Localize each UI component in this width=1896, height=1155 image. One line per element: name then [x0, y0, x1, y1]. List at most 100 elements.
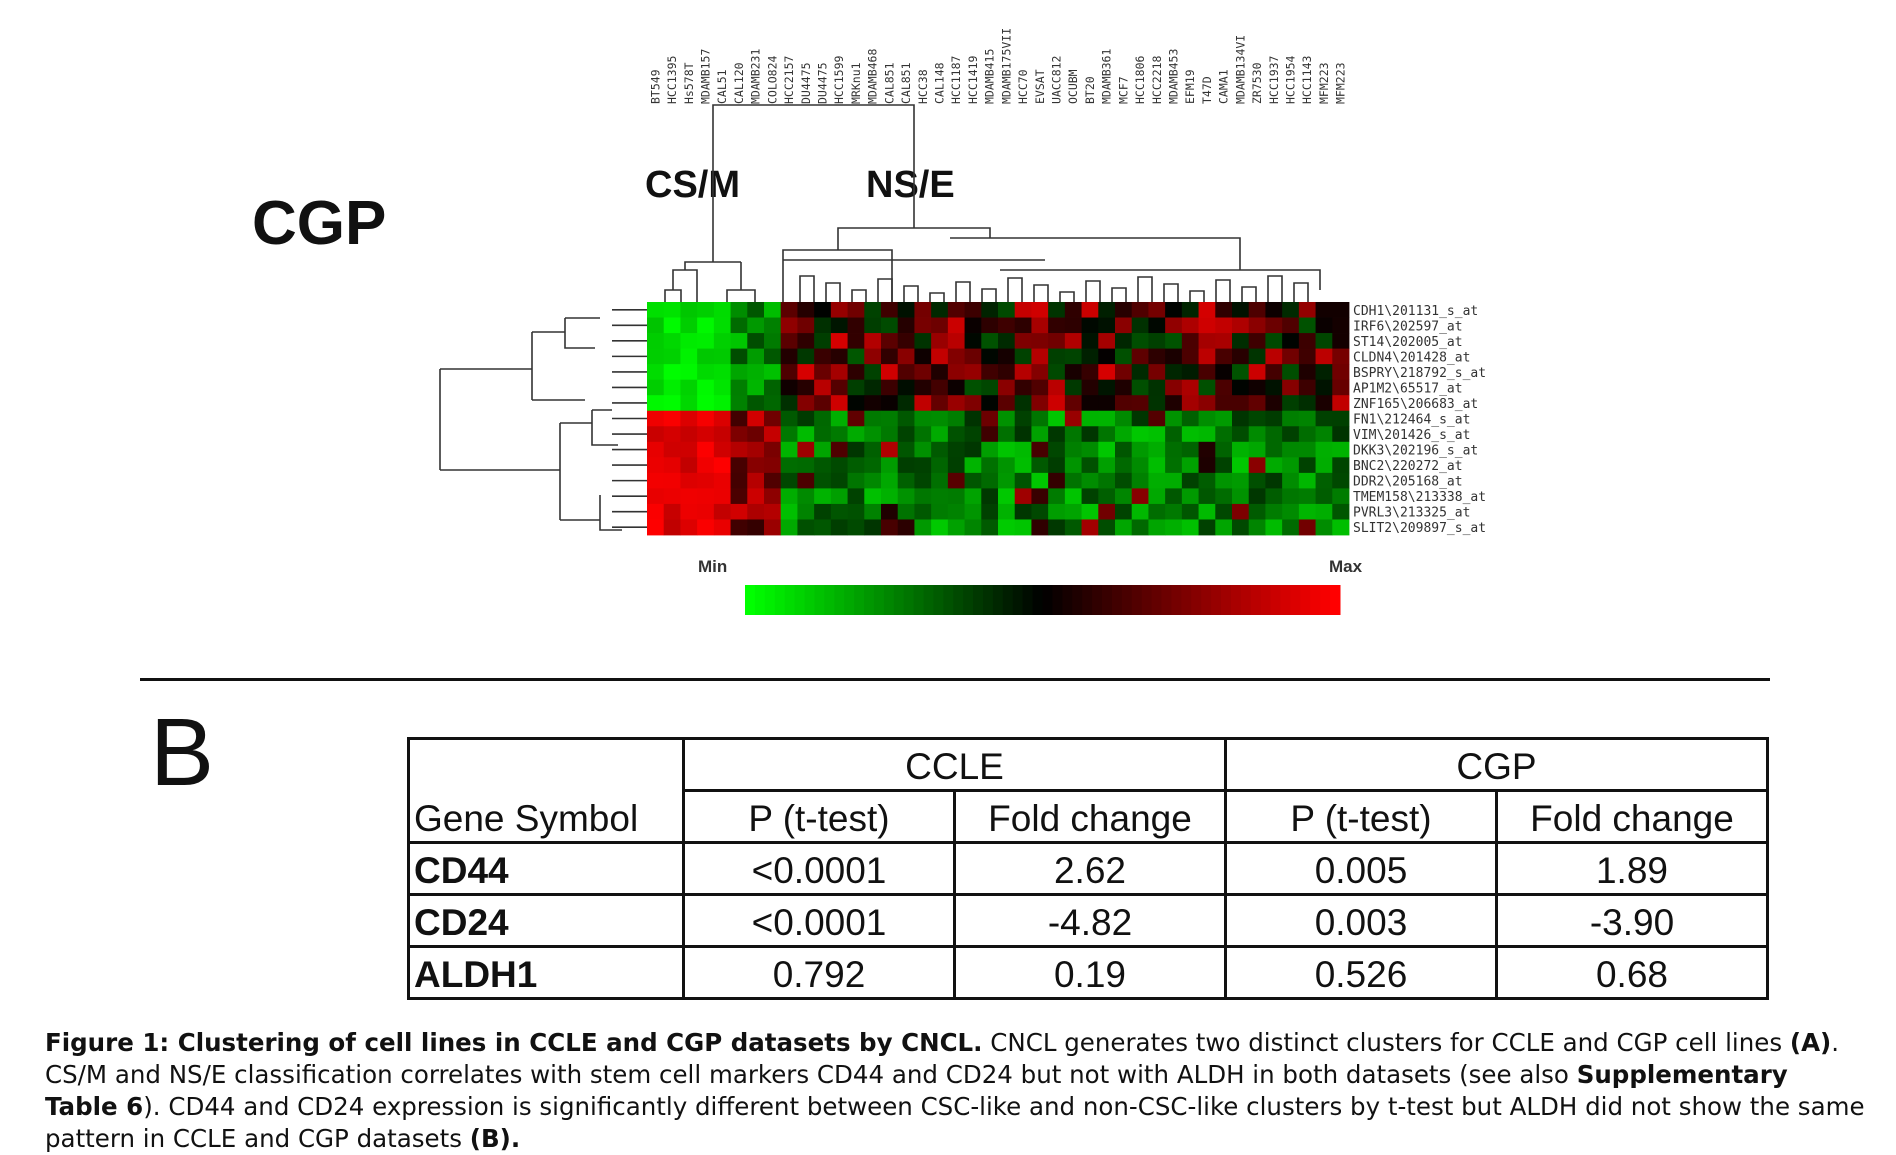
heatmap-cell	[1131, 457, 1149, 474]
heatmap-cell	[1048, 317, 1066, 334]
heatmap-cell	[947, 348, 965, 365]
heatmap-cell	[1031, 472, 1049, 489]
heatmap-cell	[881, 410, 899, 427]
heatmap-cell	[1282, 503, 1300, 520]
dendrogram-branch	[825, 282, 841, 302]
gene-symbol-header: Gene Symbol	[407, 790, 685, 844]
heatmap-cell	[814, 364, 832, 381]
dendrogram-branch	[439, 368, 560, 471]
heatmap-cell	[1081, 364, 1099, 381]
heatmap-cell	[1014, 317, 1032, 334]
heatmap-cell	[914, 364, 932, 381]
heatmap-cell	[914, 441, 932, 458]
heatmap-cell	[897, 519, 915, 536]
heatmap-cell	[697, 379, 715, 396]
heatmap-cell	[1215, 472, 1233, 489]
heatmap-cell	[897, 457, 915, 474]
cell-line-label: HCC1806	[1133, 55, 1147, 104]
heatmap-cell	[713, 395, 731, 412]
heatmap-cell	[1315, 379, 1333, 396]
heatmap-cell	[931, 519, 949, 536]
heatmap-cell	[663, 503, 681, 520]
heatmap-cell	[1282, 302, 1300, 318]
heatmap-cell	[797, 488, 815, 505]
heatmap-cell	[747, 441, 765, 458]
heatmap-cell	[1064, 488, 1082, 505]
heatmap-cell	[981, 317, 999, 334]
col-header-ccle-p: P (t-test)	[682, 789, 956, 844]
heatmap-cell	[1131, 503, 1149, 520]
heatmap-cell	[1198, 317, 1216, 334]
heatmap-cell	[864, 503, 882, 520]
heatmap-cell	[1181, 441, 1199, 458]
color-scale-step	[784, 585, 796, 615]
heatmap-cell	[1265, 457, 1283, 474]
heatmap-cell	[747, 317, 765, 334]
heatmap-cell	[1148, 317, 1166, 334]
cell-line-label: HCC1599	[832, 55, 846, 104]
heatmap-cell	[747, 348, 765, 365]
heatmap-cell	[1232, 395, 1250, 412]
heatmap-cell	[797, 302, 815, 318]
color-scale-step	[973, 585, 984, 615]
heatmap-cell	[1148, 503, 1166, 520]
heatmap-cell	[1265, 395, 1283, 412]
heatmap-cell	[931, 441, 949, 458]
heatmap-cell	[1265, 379, 1283, 396]
color-scale-step	[1250, 585, 1262, 615]
heatmap-cell	[1265, 488, 1283, 505]
heatmap-cell	[797, 317, 815, 334]
heatmap-cell	[1315, 395, 1333, 412]
heatmap-cell	[881, 379, 899, 396]
dendrogram-branch	[1137, 276, 1153, 302]
heatmap-cell	[897, 472, 915, 489]
heatmap-cell	[730, 426, 748, 443]
heatmap-cell	[964, 519, 982, 536]
heatmap-cell	[1298, 519, 1316, 536]
heatmap-cell	[864, 441, 882, 458]
cluster-label-nse: NS/E	[866, 164, 955, 206]
heatmap-cell	[1064, 317, 1082, 334]
cell-line-label: HCC1187	[949, 55, 963, 104]
heatmap-cell	[1248, 426, 1266, 443]
dendrogram-branch	[1059, 291, 1075, 302]
value-cell: -4.82	[953, 893, 1227, 948]
color-scale-step	[1300, 585, 1311, 615]
heatmap-cell	[1215, 488, 1233, 505]
dendrogram-branch	[1241, 286, 1257, 302]
heatmap-cell	[847, 519, 865, 536]
heatmap-cell	[780, 410, 798, 427]
heatmap-cell	[1298, 395, 1316, 412]
heatmap-cell	[797, 503, 815, 520]
heatmap-cell	[780, 333, 798, 349]
heatmap-cell	[1248, 333, 1266, 349]
heatmap-cell	[897, 395, 915, 412]
group-header-ccle: CCLE	[682, 737, 1227, 792]
heatmap-cell	[663, 488, 681, 505]
heatmap-cell	[1081, 333, 1099, 349]
cell-line-label: CAL120	[732, 62, 746, 104]
heatmap-cell	[1165, 302, 1183, 318]
heatmap-cell	[1098, 426, 1116, 443]
gene-label: PVRL3\213325_at	[1353, 506, 1470, 521]
heatmap-cell	[814, 317, 832, 334]
heatmap-cell	[1315, 426, 1333, 443]
heatmap-cell	[1064, 395, 1082, 412]
cell-line-label: CAL851	[899, 62, 913, 104]
heatmap-cell	[647, 519, 665, 536]
heatmap-cell	[1048, 395, 1066, 412]
heatmap-cell	[747, 488, 765, 505]
heatmap-cell	[1282, 364, 1300, 381]
heatmap-cell	[680, 333, 698, 349]
color-scale-step	[873, 585, 885, 615]
gene-cell: CD24	[407, 893, 685, 948]
color-scale-step	[1221, 585, 1232, 615]
heatmap-cell	[1332, 441, 1350, 458]
scale-max-label: Max	[1329, 557, 1363, 576]
heatmap-cell	[814, 503, 832, 520]
heatmap-cell	[747, 302, 765, 318]
heatmap-cell	[931, 472, 949, 489]
heatmap-cell	[1298, 348, 1316, 365]
heatmap-cell	[947, 364, 965, 381]
heatmap-cell	[830, 488, 848, 505]
